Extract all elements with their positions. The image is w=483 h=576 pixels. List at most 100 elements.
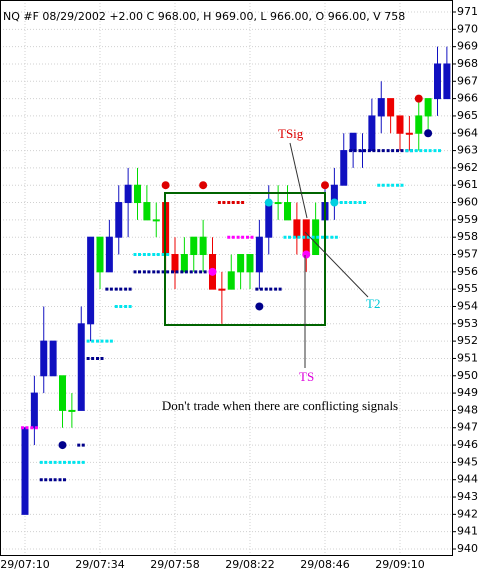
candle-body xyxy=(105,236,113,273)
candle-body xyxy=(227,271,235,290)
candle-body xyxy=(59,375,66,411)
y-tick-label: 968 xyxy=(457,57,478,70)
y-tick-label: 944 xyxy=(457,473,478,486)
signal-dot xyxy=(264,198,273,207)
candle-body xyxy=(134,184,141,204)
y-tick-label: 956 xyxy=(457,265,478,278)
x-tick-label: 29/09:10 xyxy=(375,558,424,571)
y-tick-label: 951 xyxy=(457,351,478,364)
y-tick-label: 957 xyxy=(457,248,478,261)
y-tick-label: 943 xyxy=(457,490,478,503)
pointer-line xyxy=(289,142,308,219)
x-tick-label: 29/07:34 xyxy=(75,558,124,571)
candle-body xyxy=(49,340,57,377)
candle-body xyxy=(68,409,76,412)
annotation: TSig xyxy=(278,126,304,141)
signal-dot xyxy=(161,181,170,190)
candle-body xyxy=(143,202,151,221)
pointer-line xyxy=(304,231,369,298)
y-tick-label: 960 xyxy=(457,196,478,209)
y-tick-label: 940 xyxy=(457,542,478,555)
y-tick-label: 949 xyxy=(457,386,478,399)
y-tick-label: 948 xyxy=(457,403,478,416)
annotation: TS xyxy=(299,369,314,384)
marks xyxy=(21,46,451,515)
candle-body xyxy=(434,63,441,100)
y-tick-label: 961 xyxy=(457,178,478,191)
annotation: T2 xyxy=(366,296,380,311)
y-tick-label: 964 xyxy=(457,126,478,139)
candle-body xyxy=(424,98,432,117)
candle-body xyxy=(124,184,132,204)
signal-dot xyxy=(199,181,208,190)
candle-body xyxy=(21,427,29,515)
highlight-box xyxy=(164,192,326,326)
candle-body xyxy=(152,219,160,222)
candle-body xyxy=(180,254,188,273)
candle-body xyxy=(96,236,104,273)
signal-dot xyxy=(255,302,264,311)
candle-body xyxy=(284,202,291,221)
signal-dot xyxy=(414,94,423,103)
candle-body xyxy=(237,254,245,273)
candle-body xyxy=(293,219,301,238)
candle-body xyxy=(405,132,413,135)
y-tick-label: 958 xyxy=(457,230,478,243)
candle-body xyxy=(368,115,376,152)
candle-body xyxy=(396,115,404,134)
signal-dot xyxy=(424,129,433,138)
y-tick-label: 950 xyxy=(457,369,478,382)
candle-body xyxy=(443,63,451,100)
candle-body xyxy=(274,202,282,205)
signal-dot xyxy=(330,198,339,207)
candle-body xyxy=(218,288,226,291)
plot-frame xyxy=(0,0,453,556)
x-tick-label: 29/07:58 xyxy=(150,558,199,571)
y-tick-label: 952 xyxy=(457,334,478,347)
candle-body xyxy=(387,98,395,117)
candle-body xyxy=(255,236,263,273)
y-tick-label: 967 xyxy=(457,74,478,87)
candle-body xyxy=(40,340,48,377)
candle-body xyxy=(171,254,179,273)
y-tick-label: 966 xyxy=(457,92,478,105)
candle-body xyxy=(340,150,348,186)
x-tick-label: 29/07:10 xyxy=(0,558,49,571)
y-tick-label: 947 xyxy=(457,421,478,434)
candle-body xyxy=(415,115,423,134)
annotation: Don't trade when there are conflicting s… xyxy=(162,398,398,413)
y-tick-label: 955 xyxy=(457,282,478,295)
signal-dot xyxy=(321,181,329,190)
candle-body xyxy=(115,202,123,238)
candle-body xyxy=(190,236,198,256)
y-tick-label: 946 xyxy=(457,438,478,451)
y-tick-label: 942 xyxy=(457,507,478,520)
candle-body xyxy=(30,392,38,429)
y-tick-label: 945 xyxy=(457,455,478,468)
signal-dot xyxy=(58,441,67,450)
y-tick-label: 969 xyxy=(457,40,478,53)
chart-title: NQ #F 08/29/2002 +2.00 C 968.00, H 969.0… xyxy=(3,10,405,23)
x-tick-label: 29/08:22 xyxy=(225,558,274,571)
candle-body xyxy=(246,254,254,273)
candle-body xyxy=(349,132,357,152)
candle-body xyxy=(377,98,385,117)
y-tick-label: 970 xyxy=(457,22,478,35)
y-tick-label: 959 xyxy=(457,213,478,226)
signal-dot xyxy=(302,250,311,259)
signal-dot xyxy=(208,267,217,276)
y-tick-label: 962 xyxy=(457,161,478,174)
y-tick-label: 963 xyxy=(457,144,478,157)
candle-body xyxy=(265,202,273,238)
candle-body xyxy=(199,236,207,256)
x-tick-label: 29/08:46 xyxy=(300,558,349,571)
y-tick-label: 953 xyxy=(457,317,478,330)
candle-body xyxy=(87,236,95,325)
y-tick-label: 971 xyxy=(457,5,478,18)
y-tick-label: 965 xyxy=(457,109,478,122)
y-tick-label: 954 xyxy=(457,299,478,312)
candle-body xyxy=(77,323,85,411)
y-tick-label: 941 xyxy=(457,525,478,538)
